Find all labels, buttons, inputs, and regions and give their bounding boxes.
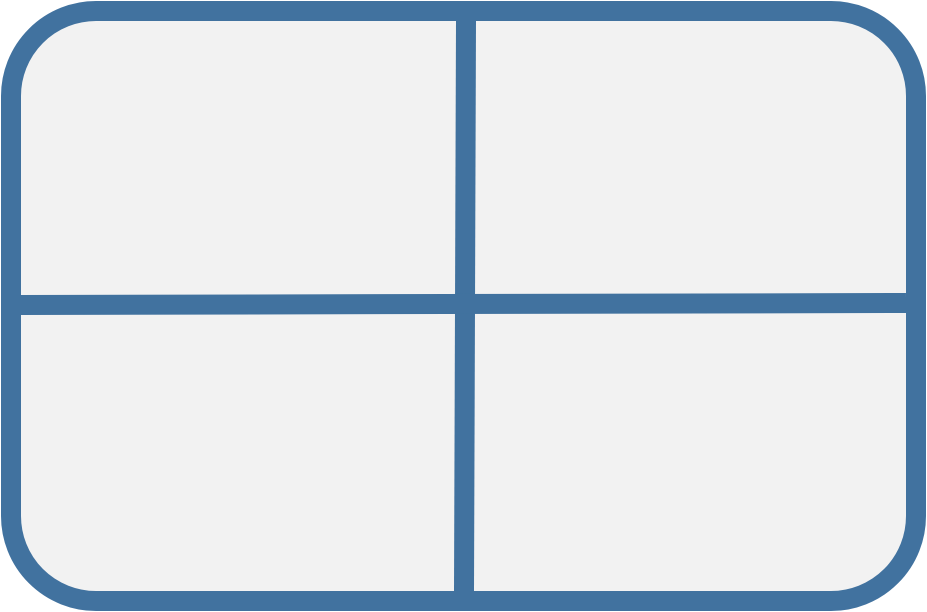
horizontal-divider [20, 293, 907, 315]
